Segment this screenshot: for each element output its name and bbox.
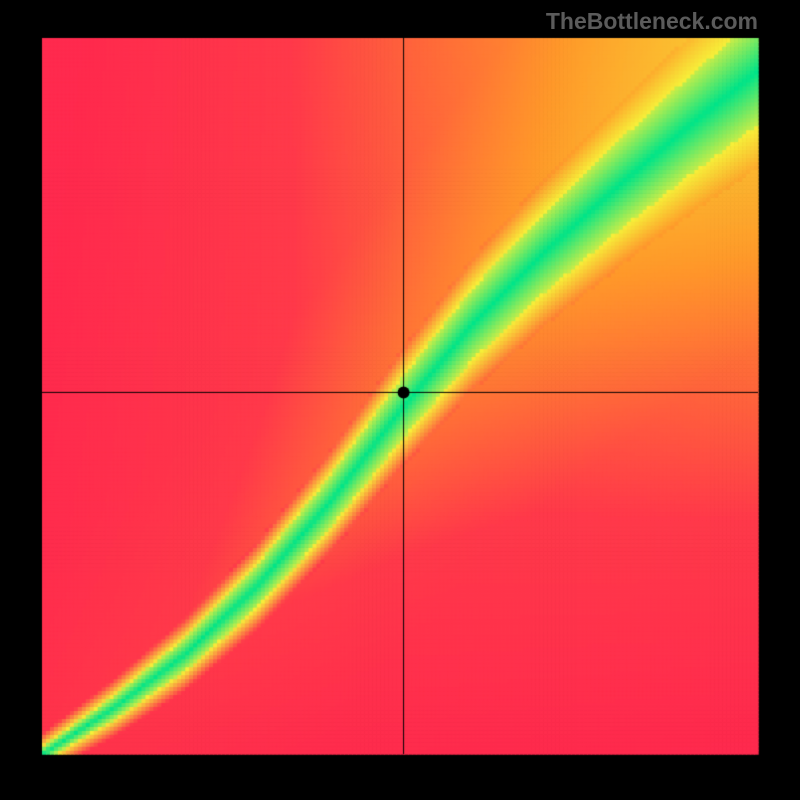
attribution-label: TheBottleneck.com bbox=[546, 8, 758, 35]
bottleneck-heatmap bbox=[0, 0, 800, 800]
